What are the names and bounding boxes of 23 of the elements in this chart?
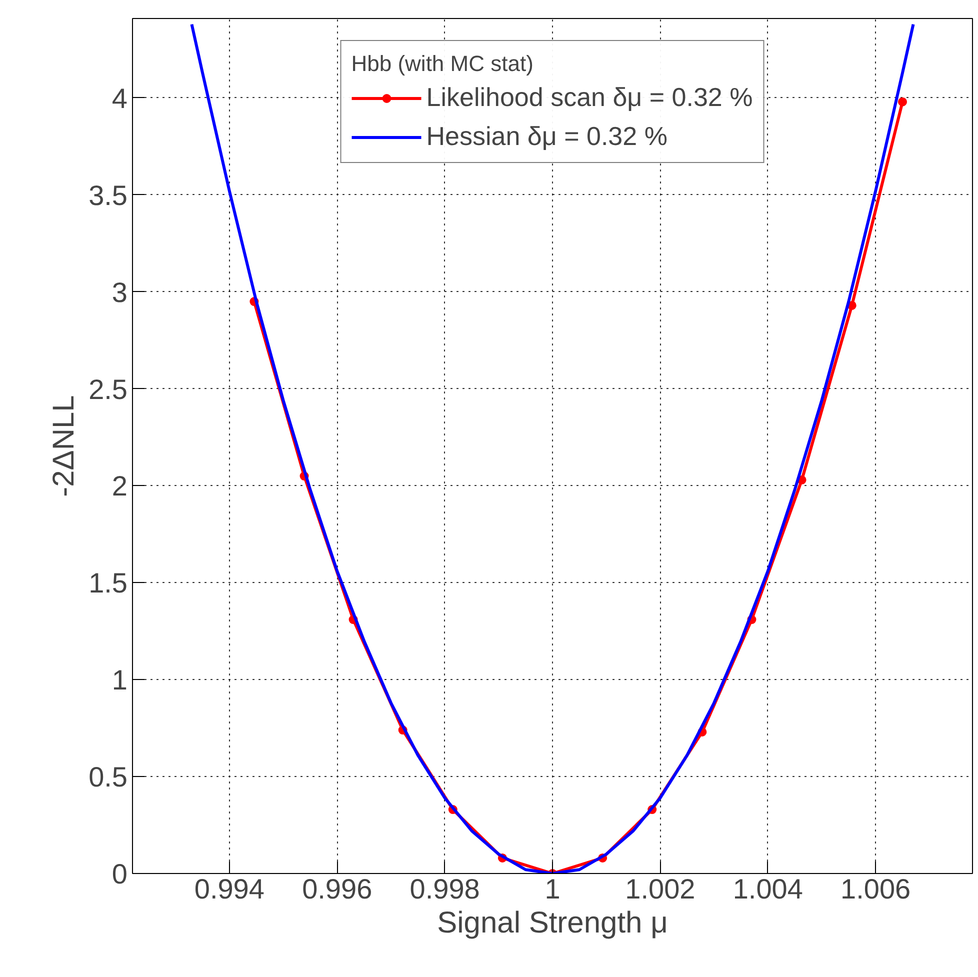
- y-tick-label: 3.5: [88, 180, 128, 211]
- x-axis-title: Signal Strength μ: [437, 906, 668, 940]
- y-tick-label: 0.5: [88, 762, 128, 793]
- y-tick-label: 1: [112, 664, 128, 696]
- x-tick-label: 1: [544, 874, 560, 904]
- y-tick-label: 0: [112, 858, 128, 890]
- x-tick-label: 1.002: [625, 874, 696, 904]
- y-tick-label: 1.5: [88, 568, 128, 599]
- x-tick-label: 1.006: [840, 874, 911, 904]
- legend-label: Likelihood scan δμ = 0.32 %: [426, 82, 753, 113]
- y-tick-label: 2: [112, 470, 128, 502]
- x-tick-label: 1.004: [732, 874, 803, 904]
- y-axis-title: -2ΔNLL: [48, 395, 81, 497]
- point: [898, 97, 907, 106]
- line-series: [190, 22, 915, 874]
- y-tick-label: 3: [112, 276, 128, 308]
- x-tick-label: 0.994: [194, 874, 264, 904]
- y-tick-label: 4: [112, 82, 128, 114]
- x-tick-label: 0.996: [302, 874, 372, 904]
- legend-label: Hessian δμ = 0.32 %: [426, 121, 668, 152]
- x-tick-label: 0.998: [410, 874, 480, 904]
- y-tick-label: 2.5: [88, 374, 128, 405]
- legend-title: Hbb (with MC stat): [351, 51, 534, 77]
